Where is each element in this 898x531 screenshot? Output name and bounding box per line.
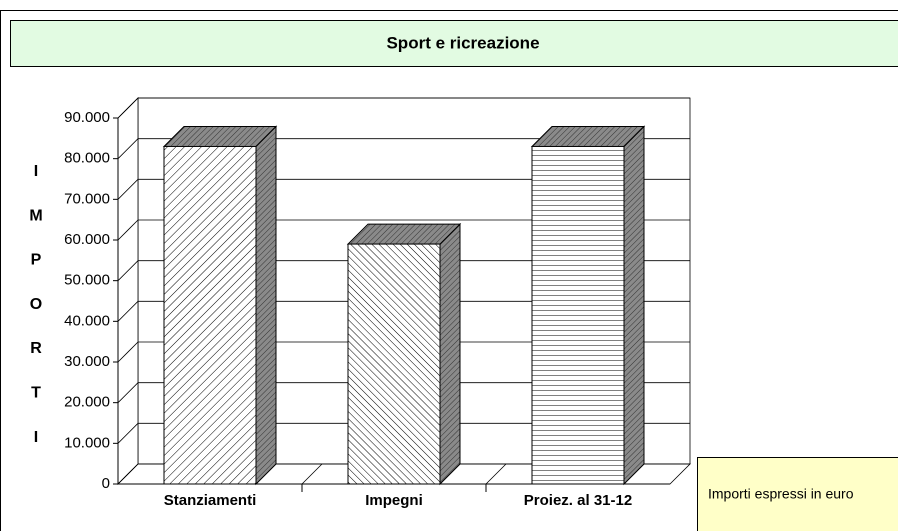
grid-line — [117, 382, 690, 403]
y-tick-label: 60.000 — [64, 231, 110, 248]
bar — [531, 145, 625, 485]
grid-line — [117, 178, 690, 200]
y-tick-label: 70.000 — [64, 190, 110, 207]
category-separator — [301, 463, 323, 485]
bar-top — [346, 223, 462, 245]
bar-top — [162, 125, 278, 147]
grid-line — [117, 219, 690, 241]
bar — [163, 145, 257, 485]
grid-line — [117, 97, 690, 119]
chart-title: Sport e ricreazione — [386, 33, 539, 52]
note-box — [697, 457, 898, 531]
grid-line — [117, 300, 690, 322]
category-separator — [485, 463, 507, 485]
note: Importi espressi in euro — [708, 486, 854, 502]
bar-top — [530, 125, 646, 147]
frame — [0, 10, 898, 531]
y-tick-label: 80.000 — [64, 150, 110, 167]
title-box — [10, 20, 898, 67]
y-tick-label: 50.000 — [64, 272, 110, 289]
grid-line — [117, 422, 690, 444]
x-tick-label: Impegni — [365, 492, 423, 509]
y-tick-label: 30.000 — [64, 353, 110, 370]
bar-side — [439, 222, 461, 486]
grid-line — [117, 341, 690, 363]
bar — [347, 243, 441, 485]
y-tick-label: 0 — [102, 475, 110, 492]
bar-side — [623, 125, 645, 486]
y-tick-label: 40.000 — [64, 312, 110, 329]
grid-line — [117, 260, 690, 281]
y-tick-label: 10.000 — [64, 434, 110, 451]
y-tick-label: 20.000 — [64, 394, 110, 411]
grid-line — [117, 138, 690, 159]
y-tick-label: 90.000 — [64, 109, 110, 126]
x-tick-label: Proiez. al 31-12 — [524, 492, 632, 509]
bar-side — [255, 125, 277, 486]
x-tick-label: Stanziamenti — [164, 492, 257, 509]
